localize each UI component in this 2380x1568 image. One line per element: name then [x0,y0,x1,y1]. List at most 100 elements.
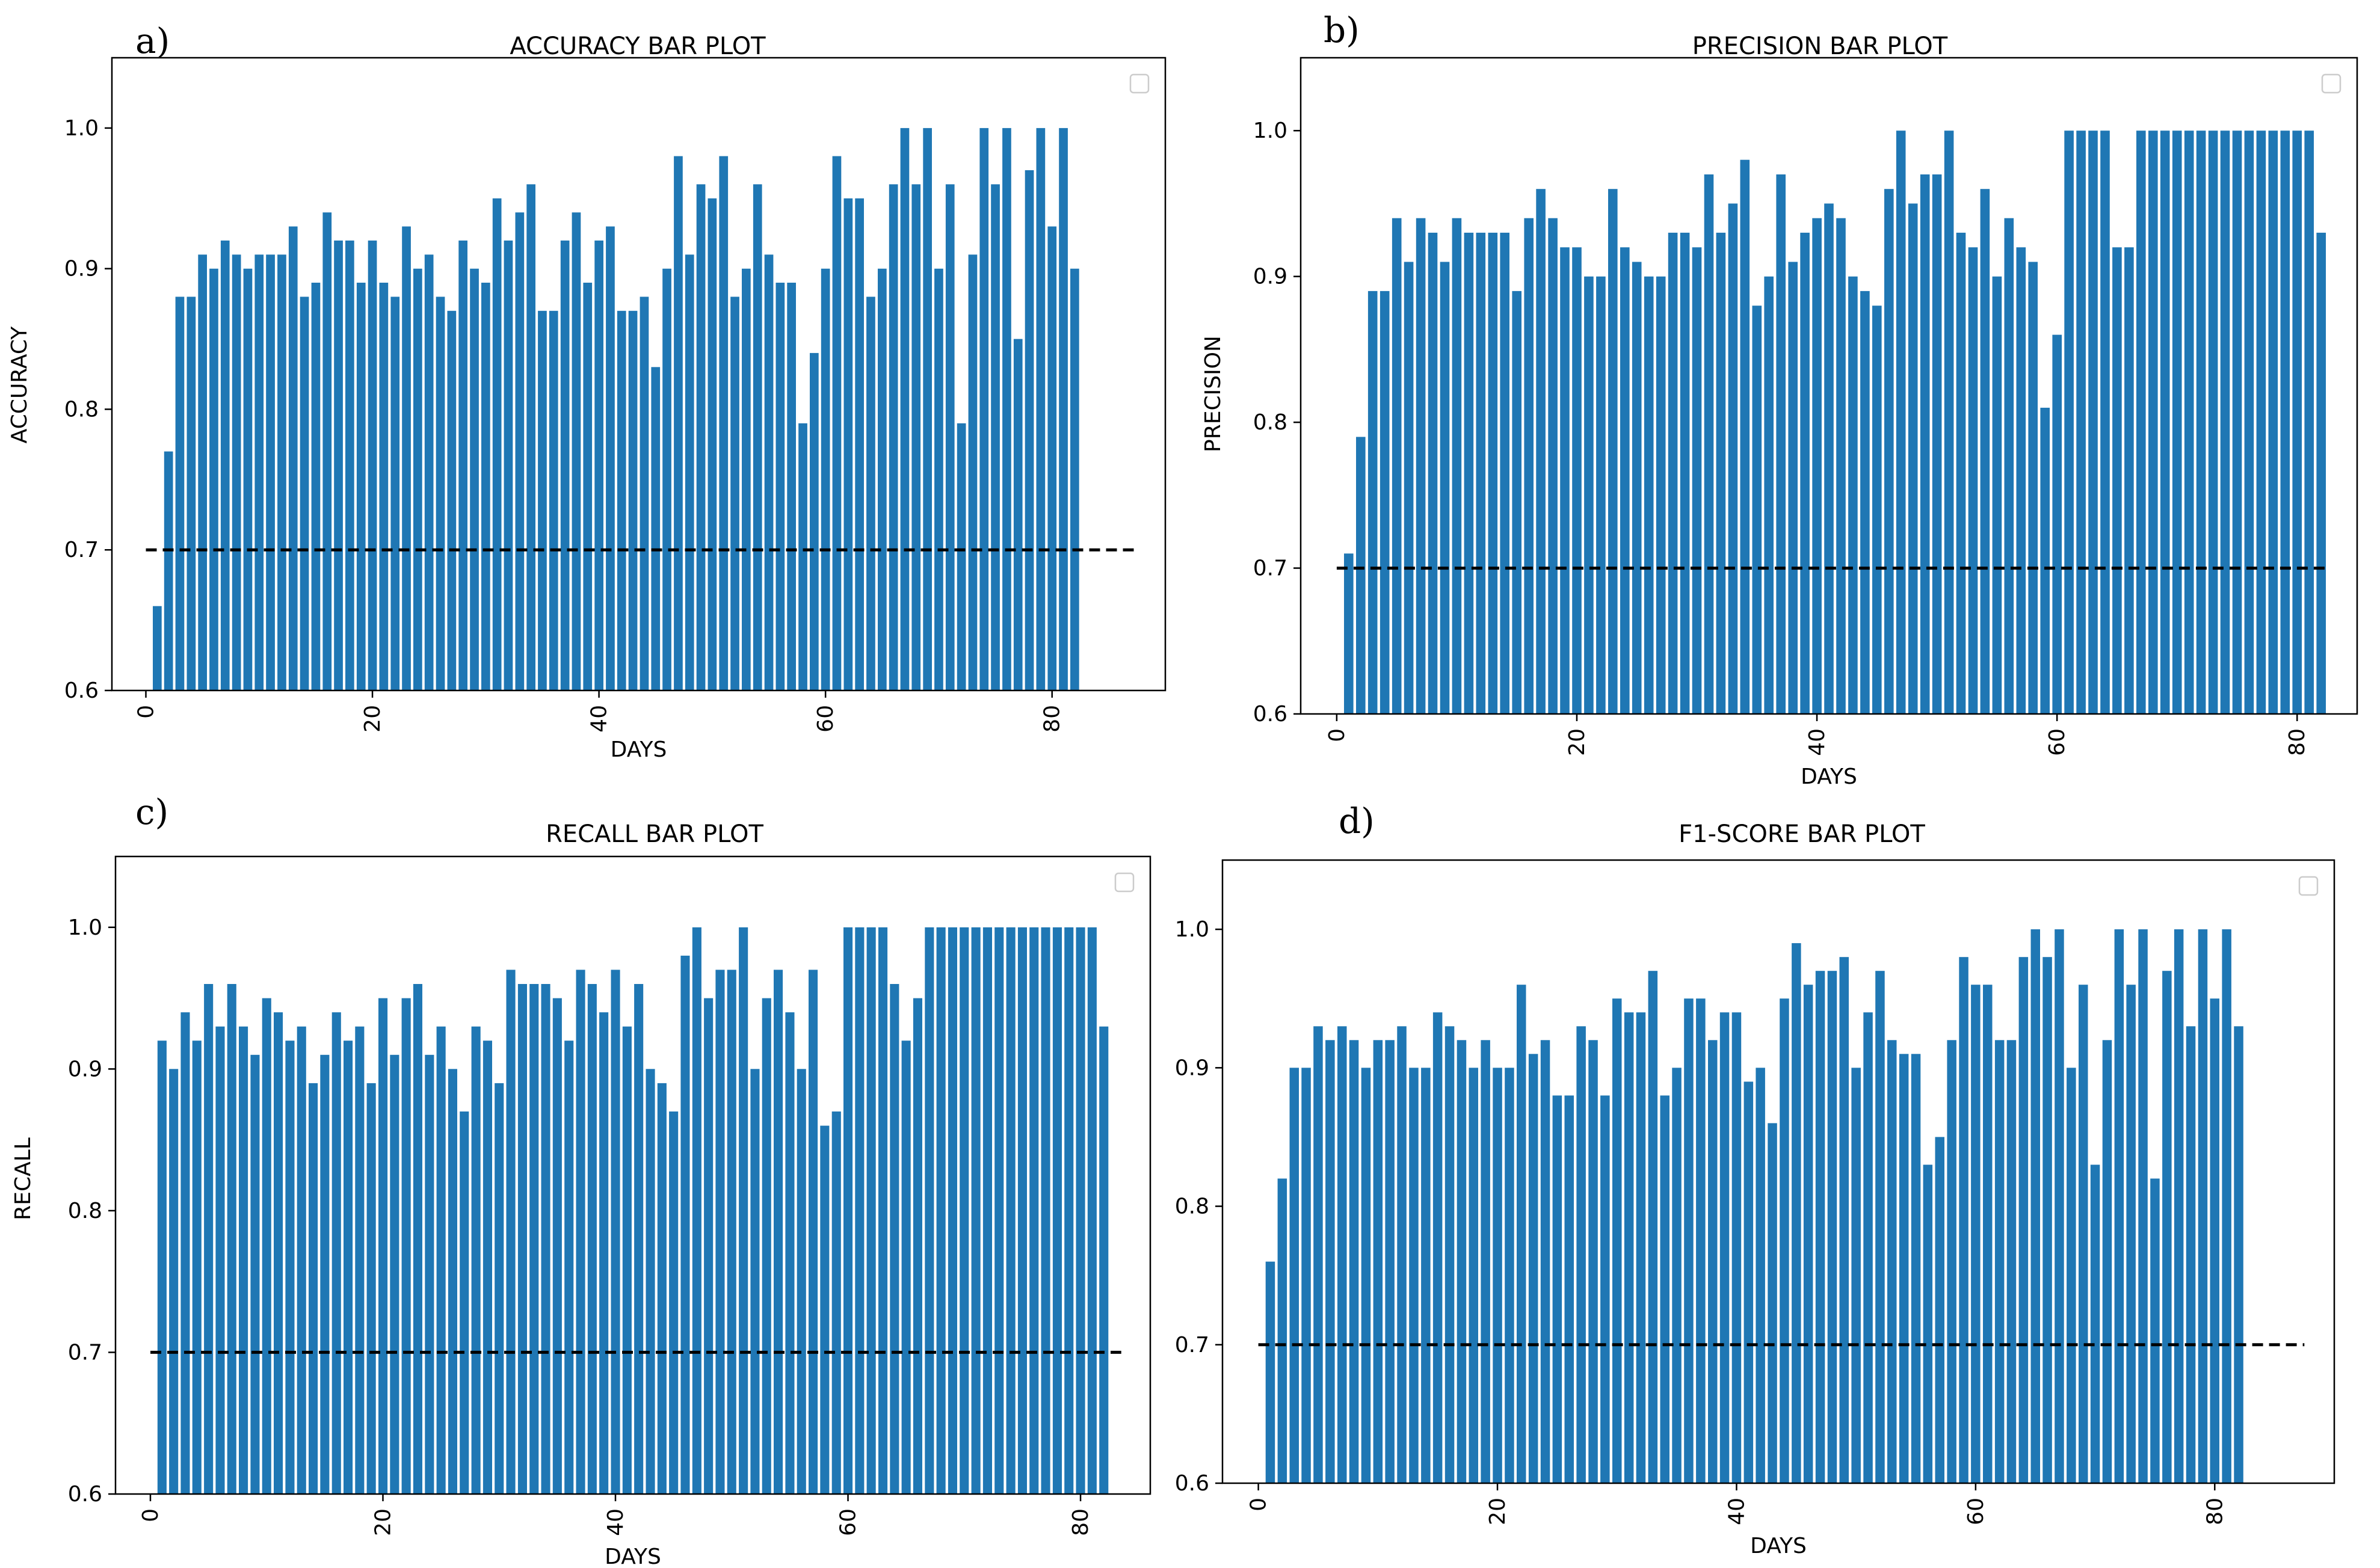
bar [2004,218,2014,714]
bar [866,927,876,1494]
y-tick-label: 0.9 [68,1057,102,1081]
bar [750,1069,760,1494]
bar [2067,1068,2076,1483]
y-tick-label: 0.9 [1175,1056,1209,1080]
bar [2052,334,2062,714]
bar [552,998,562,1494]
bar [243,268,253,690]
bar [1540,1040,1550,1483]
bar [1367,291,1378,714]
bar [991,184,1000,690]
x-axis-label: DAYS [1750,1534,1807,1558]
bar [1792,943,1801,1483]
y-tick-label: 0.7 [68,1340,102,1365]
bar [471,1026,481,1494]
bar [1006,927,1016,1494]
bar [366,1083,376,1494]
x-axis-label: DAYS [611,737,667,762]
bar [239,1026,248,1494]
bar [1740,159,1750,714]
bar [297,1026,306,1494]
bar [901,1041,911,1494]
bar [936,927,946,1494]
bar [1517,985,1526,1483]
bar [1444,1026,1455,1483]
bar [651,367,661,690]
recall-panel: c) RECALL BAR PLOT 0.6 0.7 0.8 0.9 1.0 0 20 40 60 8… [11,792,1151,1568]
bar [971,927,981,1494]
bar [727,970,736,1494]
bar [1029,927,1039,1494]
bar [1584,276,1594,714]
bar [685,254,694,690]
bar [900,128,910,690]
bar [1325,1040,1335,1483]
bar [583,283,593,690]
bar [2148,131,2158,714]
bar [215,1026,225,1494]
bar [957,423,966,690]
bar [1572,247,1582,714]
bar [820,1125,830,1494]
bar [549,310,558,690]
bar [564,1041,574,1494]
bar [2280,131,2290,714]
bar [1656,276,1666,714]
accuracy-panel: a) ACCURACY BAR PLOT 0.6 0.7 0.8 0.9 1.0 0 20 40 6… [7,20,1167,762]
bar [1668,232,1678,714]
bar [1047,226,1057,690]
bar [209,268,218,690]
bar [1887,1040,1897,1483]
bar [175,297,185,690]
bars [1344,131,2326,714]
bar [1524,218,1534,714]
bar [1087,927,1097,1494]
bar [2126,985,2136,1483]
bar [719,156,729,691]
bar [481,283,490,690]
bar [1356,437,1366,714]
bar [1428,232,1438,714]
bar [2162,971,2172,1483]
bar [157,1041,167,1494]
bar [2232,131,2242,714]
bar [254,254,264,690]
bar [1968,247,1978,714]
bar [504,240,513,690]
bar [1716,232,1726,714]
bar [1588,1040,1598,1483]
bar [1076,927,1085,1494]
bar [890,984,899,1494]
bar [1992,276,2002,714]
bar [1536,189,1546,714]
bar [2234,1026,2243,1483]
x-tick-label: 40 [1805,728,1830,756]
bar [379,283,389,690]
bar [266,254,275,690]
bar [180,1012,190,1494]
bar [1373,1040,1383,1483]
panel-label: a) [135,20,170,61]
bar [192,1041,202,1494]
bar [2208,131,2218,714]
bar [708,198,717,690]
bar [674,156,683,691]
bar [762,998,771,1494]
bar [599,1012,609,1494]
bar [227,984,236,1494]
y-axis-label: RECALL [11,1137,35,1220]
bar [2064,131,2074,714]
bar [680,955,690,1494]
bar [1704,174,1714,714]
bar [1476,232,1486,714]
bar [1839,957,1849,1483]
bar [2210,998,2219,1483]
bar [1863,1012,1873,1483]
bar [2028,262,2038,714]
bar [1469,1068,1478,1483]
bar [1548,218,1558,714]
x-tick-label: 40 [587,705,612,733]
chart-title: PRECISION BAR PLOT [1692,32,1948,60]
bar [787,283,796,690]
y-axis-label: ACCURACY [7,326,32,444]
